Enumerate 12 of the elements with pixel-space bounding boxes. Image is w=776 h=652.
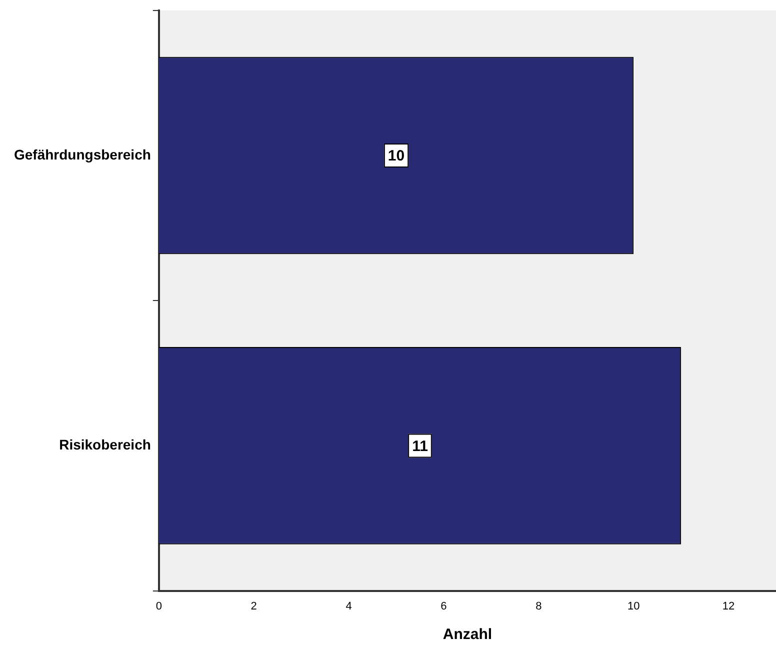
x-axis-title: Anzahl bbox=[442, 626, 492, 644]
data-label: 11 bbox=[412, 438, 428, 455]
x-tick-label: 4 bbox=[346, 600, 352, 612]
x-tick-label: 0 bbox=[156, 600, 162, 612]
data-label: 10 bbox=[388, 148, 405, 165]
y-tick-label: Gefährdungsbereich bbox=[14, 146, 151, 162]
x-tick-label: 6 bbox=[440, 600, 447, 612]
y-tick-label: Risikobereich bbox=[59, 436, 151, 453]
x-tick-label: 10 bbox=[627, 600, 640, 612]
x-tick-label: 12 bbox=[722, 600, 735, 612]
x-tick-label: 2 bbox=[250, 600, 257, 612]
x-tick-label: 8 bbox=[536, 600, 542, 612]
